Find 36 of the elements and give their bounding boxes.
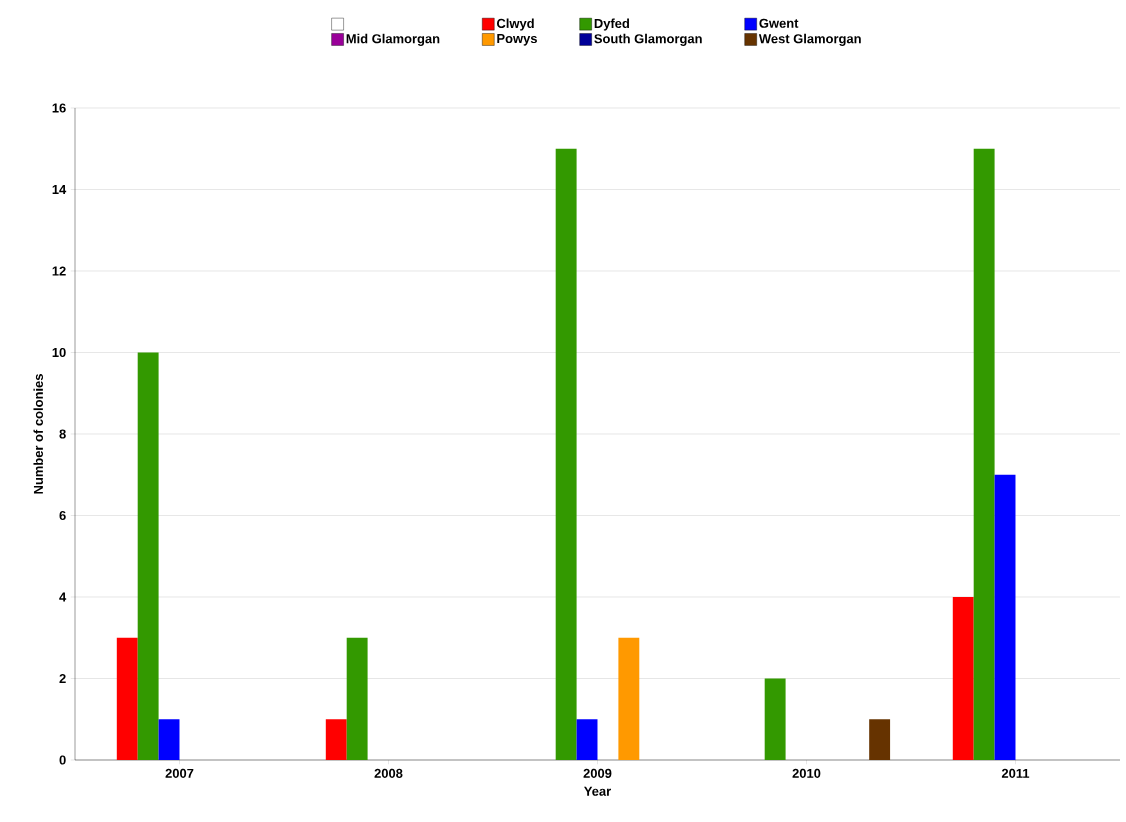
x-tick-label: 2007 <box>165 768 194 778</box>
legend-label: Mid Glamorgan <box>346 33 440 46</box>
bar <box>116 637 138 760</box>
bar <box>973 148 995 760</box>
y-tick-label: 6 <box>59 510 66 521</box>
x-tick-label: 2008 <box>374 768 403 778</box>
bar <box>325 719 347 760</box>
y-tick-label: 8 <box>59 429 66 439</box>
y-tick-label: 10 <box>52 347 66 358</box>
bar <box>576 719 598 760</box>
bar <box>952 597 974 760</box>
bar <box>137 352 159 760</box>
legend-label: South Glamorgan <box>594 33 702 46</box>
y-tick-label: 2 <box>59 673 66 684</box>
x-tick-label: 2010 <box>792 768 821 778</box>
y-tick-label: 16 <box>52 103 66 113</box>
legend-label: Powys <box>497 34 537 46</box>
y-tick-label: 14 <box>52 185 67 194</box>
y-axis-title: Number of colonies <box>33 374 43 494</box>
bar <box>618 637 640 760</box>
legend-label: Gwent <box>759 18 799 28</box>
bar <box>994 474 1016 760</box>
bar <box>764 678 786 760</box>
y-tick-label: 4 <box>59 592 67 602</box>
x-tick-label: 2011 <box>1001 768 1030 778</box>
bar <box>346 637 368 760</box>
legend-label: Clwyd <box>496 18 534 31</box>
legend-label: West Glamorgan <box>758 33 861 46</box>
y-tick-label: 12 <box>52 266 66 276</box>
bar <box>158 719 180 760</box>
bar <box>869 719 891 760</box>
y-tick-label: 0 <box>59 755 66 765</box>
legend-label: Dyfed <box>594 18 629 31</box>
x-tick-label: 2009 <box>583 768 612 778</box>
x-axis-title: Year <box>584 786 611 796</box>
bar <box>555 148 577 760</box>
